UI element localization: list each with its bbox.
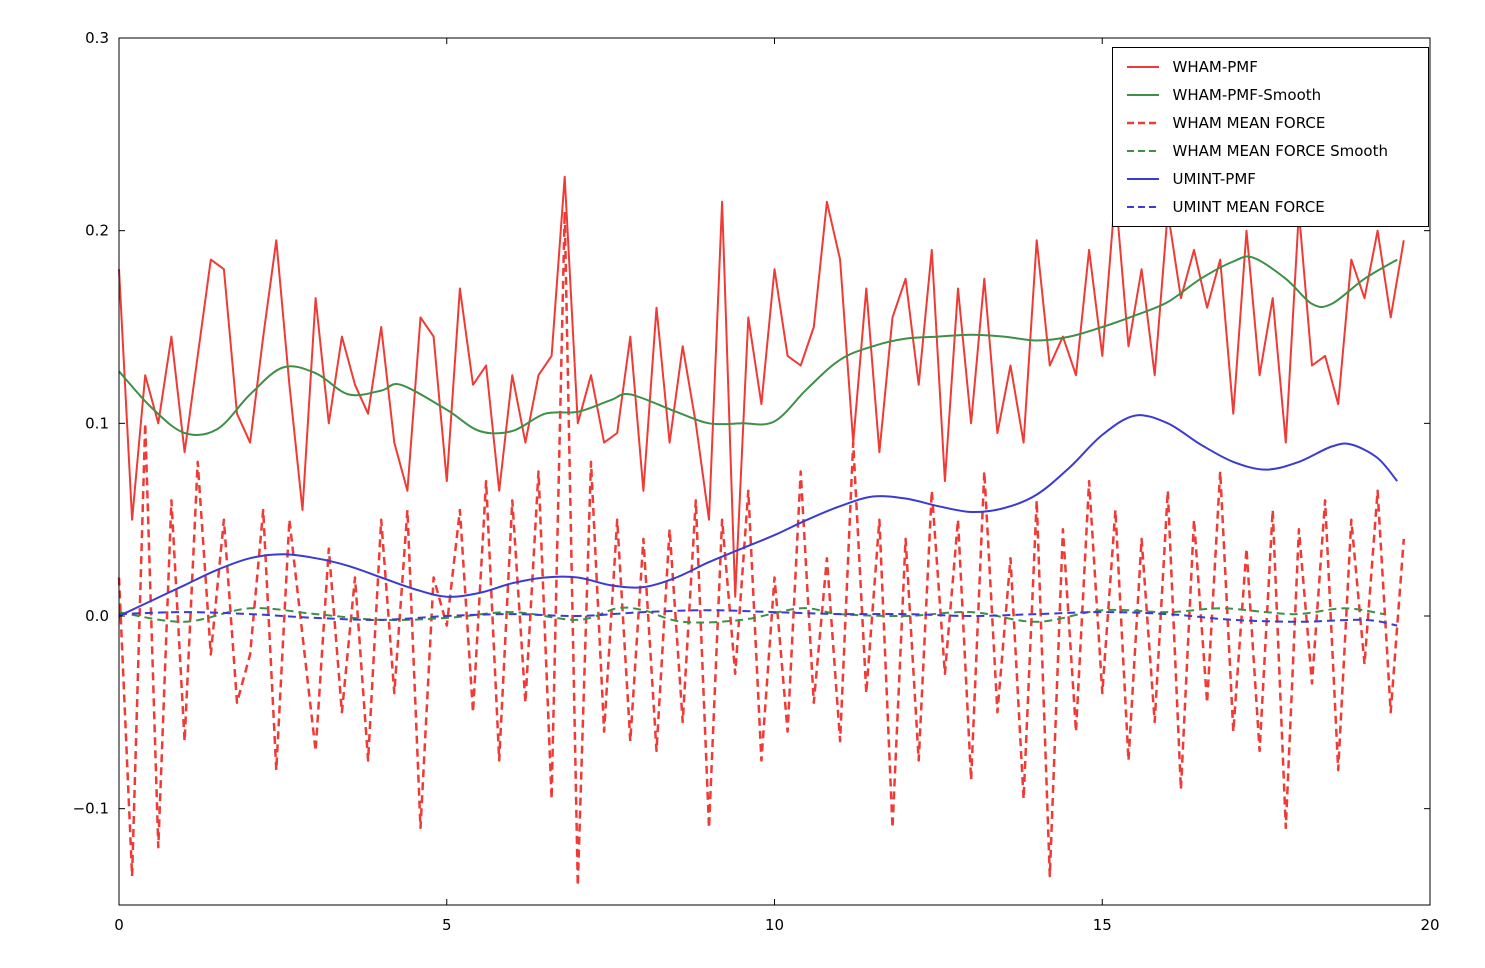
x-tick-label: 0 (114, 916, 124, 934)
legend-item-wham-mean-force-smooth: WHAM MEAN FORCE Smooth (1125, 140, 1414, 162)
legend-item-umint-mean-force: UMINT MEAN FORCE (1125, 196, 1414, 218)
x-tick-label: 20 (1420, 916, 1439, 934)
series-wham-mean-force (117, 210, 1406, 887)
legend-line-sample-umint-pmf (1126, 178, 1159, 180)
y-tick-label: 0.2 (85, 222, 109, 240)
legend-line-sample-wham-pmf (1126, 66, 1159, 68)
legend-label: WHAM-PMF-Smooth (1172, 86, 1322, 104)
y-tick-label: 0.3 (85, 29, 109, 47)
y-tick-label: 0.0 (85, 607, 109, 625)
legend-item-wham-mean-force: WHAM MEAN FORCE (1125, 112, 1414, 134)
x-tick-label: 10 (765, 916, 784, 934)
legend: WHAM-PMF WHAM-PMF-Smooth WHAM MEAN FORCE WH… (1111, 47, 1429, 227)
x-tick-label: 5 (442, 916, 452, 934)
series-umint-pmf (118, 414, 1398, 617)
x-tick-label: 15 (1093, 916, 1112, 934)
series-wham-mean-force-smooth (118, 606, 1385, 624)
series-umint-mean-force (118, 609, 1398, 627)
series-wham-pmf (118, 175, 1405, 598)
legend-item-umint-pmf: UMINT-PMF (1125, 168, 1414, 190)
legend-item-wham-pmf-smooth: WHAM-PMF-Smooth (1125, 84, 1414, 106)
legend-label: WHAM MEAN FORCE Smooth (1172, 142, 1388, 160)
legend-line-sample-wham-pmf-smooth (1126, 94, 1159, 96)
legend-line-sample-umint-mean-force (1126, 206, 1159, 208)
legend-label: UMINT MEAN FORCE (1172, 198, 1325, 216)
legend-label: WHAM MEAN FORCE (1172, 114, 1326, 132)
series-wham-pmf-smooth (118, 255, 1398, 436)
legend-label: WHAM-PMF (1172, 58, 1258, 76)
legend-line-sample-wham-mean-force (1126, 121, 1159, 125)
legend-item-wham-pmf: WHAM-PMF (1125, 56, 1414, 78)
legend-line-sample-wham-mean-force-smooth (1126, 150, 1159, 152)
y-tick-label: −0.1 (73, 800, 109, 818)
legend-label: UMINT-PMF (1172, 170, 1256, 188)
y-tick-label: 0.1 (85, 414, 109, 432)
